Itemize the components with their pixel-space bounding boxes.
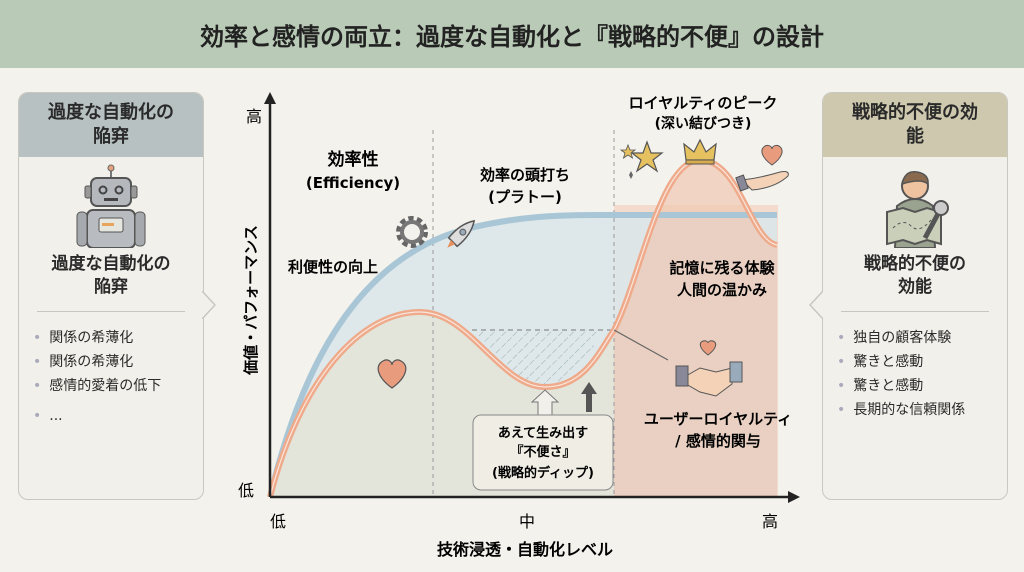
dip-label-3: (戦略的ディップ) <box>492 465 594 481</box>
plateau-sublabel: (プラトー) <box>488 188 562 206</box>
convenience-label: 利便性の向上 <box>288 258 378 276</box>
heart-icon <box>377 359 407 389</box>
right-panel-heading: 戦略的不便の効能 <box>823 93 1007 157</box>
person-with-map-icon <box>823 157 1007 253</box>
x-axis-title: 技術浸透・自動化レベル <box>437 540 613 559</box>
list-item: 驚きと感動 <box>837 374 1007 398</box>
warmth-label: 人間の温かみ <box>677 281 767 299</box>
memorable-label: 記憶に残る体験 <box>669 259 775 277</box>
list-item: 長期的な信頼関係 <box>837 398 1007 422</box>
star-icon <box>619 140 664 179</box>
left-panel-automation-trap: 過度な自動化の陥穽 過度な自動化の 陥穽 関係の希薄化 関係の希薄化 感情的愛着… <box>18 92 216 500</box>
y-low-label: 低 <box>238 481 254 500</box>
gear-icon <box>396 216 428 248</box>
peak-area <box>614 160 777 497</box>
loyalty-sublabel: / 感情的関与 <box>675 432 761 450</box>
callout-pointer <box>202 291 216 319</box>
up-arrow-outline-icon <box>530 389 560 415</box>
dip-label-2: 『不便さ』 <box>510 444 575 460</box>
up-arrow-icon <box>581 382 597 412</box>
right-panel-strategic-inconvenience: 戦略的不便の効能 戦略的不便の 効能 独自の顧客体験 驚きと感動 驚きと感動 長… <box>809 92 1008 500</box>
divider <box>841 311 989 312</box>
heart-in-hand-icon <box>735 144 789 192</box>
list-item: 感情的愛着の低下 <box>33 374 203 398</box>
left-panel-subtitle: 過度な自動化の 陥穽 <box>51 254 171 297</box>
list-item: 驚きと感動 <box>837 350 1007 374</box>
list-item: ... <box>33 404 203 428</box>
page-title: 効率と感情の両立：過度な自動化と『戦略的不便』の設計 <box>200 22 824 51</box>
divider <box>37 311 185 312</box>
dip-hatch <box>472 330 600 387</box>
loyalty-label: ユーザーロイヤルティ <box>644 410 792 428</box>
title-bar: 効率と感情の両立：過度な自動化と『戦略的不便』の設計 <box>0 0 1024 68</box>
handshake-icon <box>675 340 743 397</box>
efficiency-label: 効率性 <box>328 149 379 170</box>
left-panel-list: 関係の希薄化 関係の希薄化 感情的愛着の低下 ... <box>19 326 203 428</box>
peak-label: ロイヤルティのピーク <box>629 94 778 112</box>
right-panel-subtitle: 戦略的不便の 効能 <box>864 254 966 297</box>
dip-label-1: あえて生み出す <box>498 425 588 441</box>
list-item: 関係の希薄化 <box>33 326 203 350</box>
crown-icon <box>683 138 717 165</box>
list-item: 独自の顧客体験 <box>837 326 1007 350</box>
robot-icon <box>19 157 203 253</box>
left-panel-heading: 過度な自動化の陥穽 <box>19 93 203 157</box>
callout-pointer <box>809 291 823 319</box>
efficiency-sublabel: (Efficiency) <box>306 174 400 192</box>
plateau-label: 効率の頭打ち <box>480 166 570 184</box>
right-panel-list: 独自の顧客体験 驚きと感動 驚きと感動 長期的な信頼関係 <box>823 326 1007 422</box>
x-low-label: 低 <box>270 512 286 531</box>
list-item: 関係の希薄化 <box>33 350 203 374</box>
x-mid-label: 中 <box>519 512 535 531</box>
x-high-label: 高 <box>762 512 778 531</box>
y-axis-title: 価値・パフォーマンス <box>242 225 260 376</box>
efficiency-curve <box>267 212 777 498</box>
dip-callout-box <box>472 414 614 491</box>
rocket-icon <box>447 219 476 248</box>
peak-sublabel: (深い結びつき) <box>655 115 752 132</box>
y-high-label: 高 <box>246 107 262 126</box>
loyalty-leader-line <box>613 329 669 361</box>
